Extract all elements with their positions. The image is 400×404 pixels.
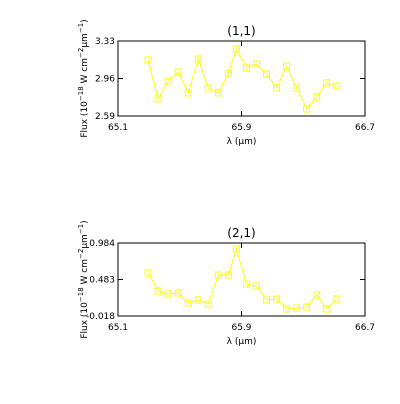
data-marker [232,245,240,253]
y-tick-label: 3.33 [95,37,115,47]
x-axis-label: λ (μm) [227,337,257,347]
x-tick-label: 65.1 [108,323,128,333]
y-axis-label-part: ) [80,220,90,224]
data-marker [144,56,152,64]
y-axis-label-sup: −2 [77,48,85,58]
y-tick-label: -0.018 [86,312,115,322]
data-marker [204,84,212,92]
x-tick-label: 66.7 [355,323,375,333]
data-marker [273,295,281,303]
data-marker [252,282,260,290]
data-marker [242,280,250,288]
y-axis-label-part: Flux (10 [80,302,90,339]
data-marker [224,271,232,279]
x-axis-label: λ (μm) [227,137,257,147]
data-marker [154,95,162,103]
y-axis-label-sup: −2 [77,249,85,259]
plot-frame [117,40,366,117]
x-tick-label: 65.1 [108,123,128,133]
data-marker [263,70,271,78]
y-tick-label: 0.984 [89,239,115,249]
data-marker [263,296,271,304]
y-axis-label-part: W cm [80,259,90,287]
data-marker [164,290,172,298]
data-marker [194,296,202,304]
y-axis-label-part: ) [80,19,90,23]
y-axis-label: Flux (10−18 W cm−2μm−1) [77,220,90,338]
plot-frame [117,242,366,317]
data-marker [214,271,222,279]
data-marker [303,303,311,311]
data-marker [194,55,202,63]
data-marker [283,62,291,70]
data-marker [232,45,240,53]
x-tick-label: 66.7 [355,123,375,133]
data-marker [184,89,192,97]
data-marker [333,82,341,90]
y-tick-label: 2.59 [95,112,115,122]
y-axis-label-sup: −1 [77,224,85,234]
data-marker [154,287,162,295]
data-marker [283,305,291,313]
y-axis-label-part: Flux (10 [80,101,90,138]
data-marker [214,89,222,97]
data-marker [174,289,182,297]
data-marker [333,295,341,303]
y-tick-label: 0.483 [89,276,115,286]
chart-title: (2,1) [227,226,255,240]
data-marker [204,300,212,308]
data-line [147,247,338,310]
x-tick-label: 65.9 [231,323,251,333]
y-axis-label-part: μm [80,234,90,249]
data-marker [313,93,321,101]
data-marker [224,69,232,77]
y-axis-label-sup: −18 [77,287,85,302]
data-marker [313,291,321,299]
data-marker [293,84,301,92]
chart-title: (1,1) [227,24,255,38]
y-axis-label-sup: −1 [77,23,85,33]
data-marker [303,105,311,113]
data-marker [164,77,172,85]
data-marker [252,60,260,68]
data-marker [184,299,192,307]
data-marker [242,64,250,72]
y-tick-label: 2.96 [95,75,115,85]
data-marker [323,305,331,313]
data-marker [144,269,152,277]
data-marker [323,79,331,87]
data-marker [293,304,301,312]
data-line [147,47,337,110]
x-tick-label: 65.9 [231,123,251,133]
y-axis-label-part: μm [80,33,90,48]
y-axis-label: Flux (10−18 W cm−2μm−1) [77,19,90,137]
y-axis-label-sup: −18 [77,86,85,101]
data-marker [273,84,281,92]
data-marker [174,68,182,76]
y-axis-label-part: W cm [80,58,90,86]
